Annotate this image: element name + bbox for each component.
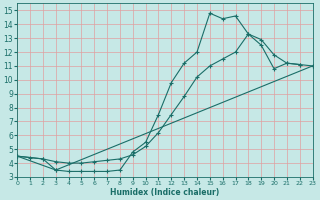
X-axis label: Humidex (Indice chaleur): Humidex (Indice chaleur) xyxy=(110,188,220,197)
